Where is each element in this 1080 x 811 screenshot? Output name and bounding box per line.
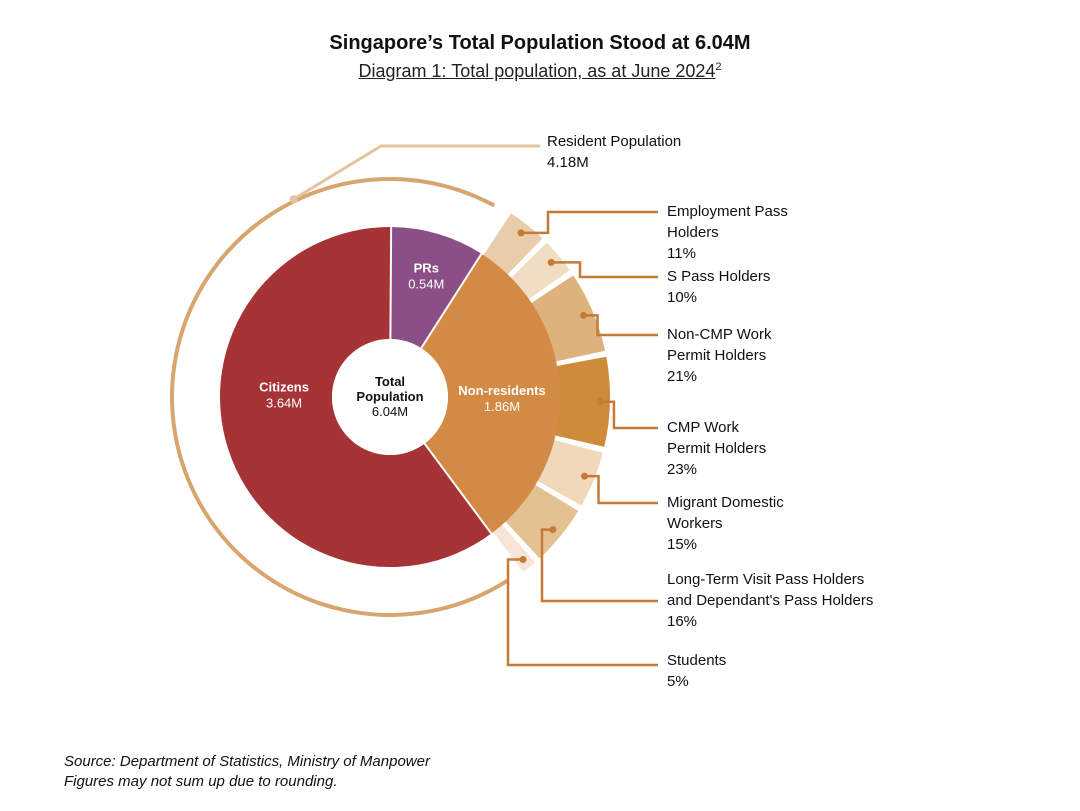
students-pct: 5% xyxy=(667,673,689,690)
migrant-domestic-workers-leader-dot xyxy=(581,472,589,480)
non-cmp-work-permit-holders-leader-line xyxy=(583,314,658,337)
subtitle-footnote: 2 xyxy=(715,61,722,73)
employment-pass-holders-name-line-1: Holders xyxy=(667,224,719,241)
cmp-work-permit-holders-leader-line xyxy=(599,400,658,430)
non-cmp-work-permit-holders-pct: 21% xyxy=(667,368,698,385)
resident-population-label: Resident Population 4.18M xyxy=(547,131,681,173)
employment-pass-holders-leader-dot xyxy=(517,229,525,237)
s-pass-holders-pct: 10% xyxy=(667,289,698,306)
citizens-slice xyxy=(220,226,492,567)
long-term-visit-pass-holders-and-dependant-s-pass-holders-leader-line xyxy=(540,528,658,603)
s-pass-holders-leader-dot xyxy=(547,258,555,266)
non-residents-label-value: 1.86M xyxy=(484,399,520,414)
non-cmp-work-permit-holders-name-line-0: Non-CMP Work xyxy=(667,326,772,343)
citizens-label-name: Citizens xyxy=(259,379,309,394)
s-pass-holders-name-line-0: S Pass Holders xyxy=(667,268,771,285)
cmp-work-permit-holders-label: CMP Work Permit Holders 23% xyxy=(667,417,766,480)
students-label: Students 5% xyxy=(667,650,726,692)
subtitle-text: Diagram 1: Total population, as at June … xyxy=(358,61,716,81)
cmp-work-permit-holders-name-line-0: CMP Work xyxy=(667,419,739,436)
resident-leader-line xyxy=(292,144,540,201)
prs-label-name: PRs xyxy=(414,260,439,275)
slice-separator-1 xyxy=(389,226,393,340)
students-leader-line xyxy=(506,558,658,667)
cmp-work-permit-holders-leader-dot xyxy=(596,398,604,406)
source-note: Source: Department of Statistics, Minist… xyxy=(64,752,430,792)
center-total-value: 6.04M xyxy=(372,404,408,419)
migrant-domestic-workers-leader-line xyxy=(584,474,658,505)
migrant-domestic-workers-name-line-0: Migrant Domestic xyxy=(667,494,784,511)
long-term-visit-pass-holders-and-dependant-s-pass-holders-label: Long-Term Visit Pass Holders and Dependan… xyxy=(667,569,873,632)
s-pass-holders-label: S Pass Holders 10% xyxy=(667,266,770,308)
cmp-work-permit-holders-name-line-1: Permit Holders xyxy=(667,440,767,457)
employment-pass-holders-name-line-0: Employment Pass xyxy=(667,203,788,220)
non-residents-slice xyxy=(421,253,560,534)
source-text: Source: Department of Statistics, Minist… xyxy=(64,753,430,770)
long-term-visit-pass-holders-and-dependant-s-pass-holders-name-line-0: Long-Term Visit Pass Holders xyxy=(667,571,865,588)
resident-leader-dot xyxy=(289,195,298,204)
center-population-label: Population xyxy=(356,389,423,404)
cmp-work-permit-holders-slice xyxy=(547,356,611,447)
cmp-work-permit-holders-pct: 23% xyxy=(667,461,698,478)
center-total-label: Total xyxy=(375,374,405,389)
long-term-visit-pass-holders-and-dependant-s-pass-holders-leader-dot xyxy=(549,526,557,534)
prs-slice xyxy=(390,227,482,349)
migrant-domestic-workers-pct: 15% xyxy=(667,536,698,553)
long-term-visit-pass-holders-and-dependant-s-pass-holders-name-line-1: and Dependant's Pass Holders xyxy=(667,592,874,609)
non-cmp-work-permit-holders-leader-dot xyxy=(580,311,588,319)
non-cmp-work-permit-holders-name-line-1: Permit Holders xyxy=(667,347,767,364)
slice-separator-2 xyxy=(420,253,483,349)
non-cmp-work-permit-holders-label: Non-CMP Work Permit Holders 21% xyxy=(667,324,771,387)
slice-separator-0 xyxy=(423,442,493,535)
employment-pass-holders-pct: 11% xyxy=(667,245,696,262)
students-name-line-0: Students xyxy=(667,652,727,669)
center-hole xyxy=(332,339,448,455)
s-pass-holders-slice xyxy=(505,242,570,304)
prs-label-value: 0.54M xyxy=(408,276,444,291)
resident-population-name: Resident Population xyxy=(547,133,682,150)
employment-pass-holders-label: Employment Pass Holders 11% xyxy=(667,201,788,264)
long-term-visit-pass-holders-and-dependant-s-pass-holders-pct: 16% xyxy=(667,613,698,630)
non-residents-label-name: Non-residents xyxy=(458,383,545,398)
rounding-note: Figures may not sum up due to rounding. xyxy=(64,773,338,790)
resident-population-value: 4.18M xyxy=(547,154,589,171)
citizens-label-value: 3.64M xyxy=(266,395,302,410)
migrant-domestic-workers-label: Migrant Domestic Workers 15% xyxy=(667,492,784,555)
employment-pass-holders-leader-line xyxy=(521,210,658,235)
chart-title: Singapore’s Total Population Stood at 6.… xyxy=(329,32,751,54)
students-leader-dot xyxy=(519,555,527,563)
migrant-domestic-workers-name-line-1: Workers xyxy=(667,515,723,532)
chart-subtitle: Diagram 1: Total population, as at June … xyxy=(0,61,1080,82)
s-pass-holders-leader-line xyxy=(551,261,658,279)
